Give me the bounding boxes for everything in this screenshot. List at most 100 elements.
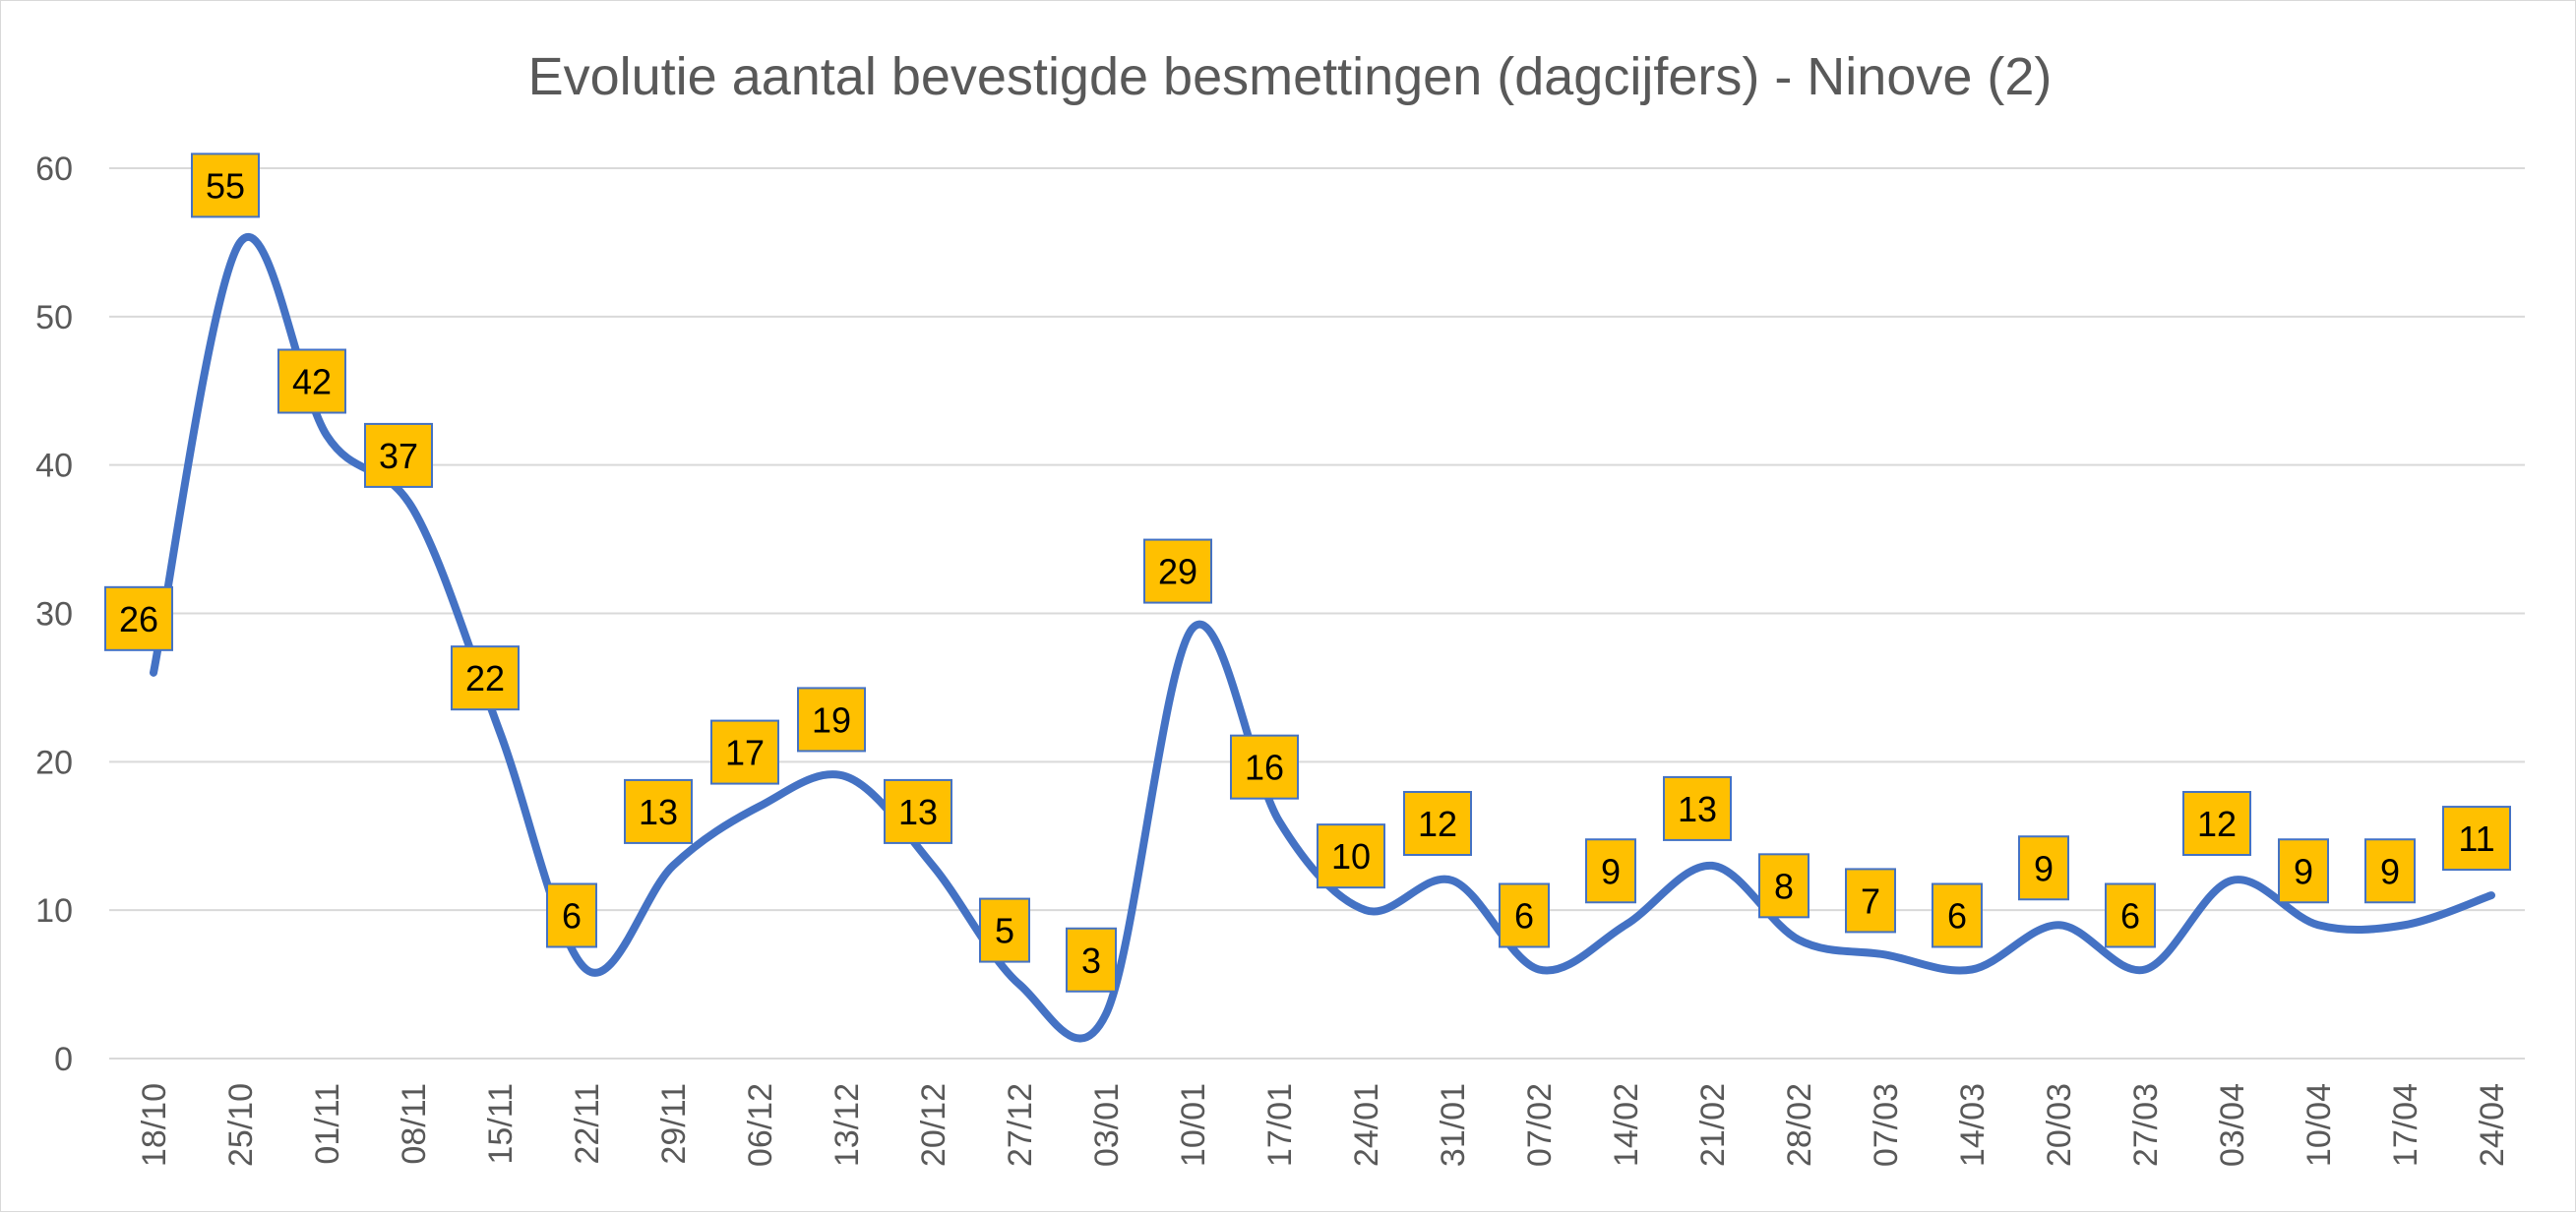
data-label-value: 7 — [1861, 880, 1880, 921]
data-label-box — [2105, 882, 2156, 948]
x-tick-label: 17/01 — [1261, 1083, 1299, 1167]
data-label-box — [624, 778, 693, 844]
data-label-box — [1499, 882, 1550, 948]
data-label-value: 37 — [379, 436, 418, 476]
x-tick-label: 22/11 — [569, 1083, 606, 1165]
data-label: 10 — [1317, 823, 1385, 889]
data-label-box — [2278, 838, 2329, 904]
data-label: 6 — [1499, 882, 1550, 948]
data-label-value: 6 — [1514, 896, 1534, 937]
data-label-value: 11 — [2458, 819, 2494, 859]
data-label-box — [104, 585, 173, 651]
data-label-value: 8 — [1774, 866, 1794, 906]
data-label-value: 12 — [1418, 804, 1457, 844]
x-tick-label: 14/03 — [1954, 1083, 1992, 1167]
data-label: 22 — [451, 645, 520, 711]
y-tick-label: 50 — [35, 299, 73, 336]
data-label-value: 29 — [1158, 552, 1197, 592]
y-tick-label: 60 — [35, 151, 73, 188]
data-label-value: 9 — [2294, 851, 2313, 891]
data-label-box — [1663, 775, 1732, 841]
data-label-value: 26 — [119, 599, 158, 639]
data-label: 7 — [1845, 868, 1896, 934]
data-label: 42 — [277, 348, 346, 414]
y-axis-ticks: 0 10 20 30 40 50 60 — [35, 151, 73, 1078]
data-label: 11 — [2442, 806, 2511, 872]
x-tick-label: 03/04 — [2214, 1083, 2251, 1167]
y-tick-label: 20 — [35, 744, 73, 781]
data-label: 19 — [797, 687, 866, 753]
x-tick-label: 01/11 — [309, 1083, 346, 1165]
data-label: 6 — [1932, 882, 1983, 948]
data-label: 3 — [1066, 927, 1117, 993]
data-label: 5 — [979, 897, 1030, 963]
data-label: 17 — [710, 719, 779, 785]
data-label-value: 9 — [2034, 848, 2054, 888]
data-label: 13 — [624, 778, 693, 844]
data-label: 8 — [1758, 853, 1809, 919]
data-label: 9 — [2278, 838, 2329, 904]
data-label-box — [884, 778, 952, 844]
x-tick-label: 28/02 — [1781, 1083, 1818, 1167]
data-label-box — [710, 719, 779, 785]
data-label: 55 — [191, 152, 260, 218]
data-label-value: 13 — [1678, 789, 1717, 829]
chart-title: Evolutie aantal bevestigde besmettingen … — [528, 47, 2053, 106]
data-label-box — [1932, 882, 1983, 948]
data-label: 12 — [2182, 791, 2251, 856]
x-tick-label: 06/12 — [742, 1083, 779, 1167]
x-tick-label: 13/12 — [828, 1083, 866, 1167]
x-tick-label: 20/12 — [915, 1083, 952, 1167]
data-label-box — [1066, 927, 1117, 993]
data-label-box — [1758, 853, 1809, 919]
y-tick-label: 30 — [35, 596, 73, 634]
data-label-box — [2442, 806, 2511, 872]
data-label: 9 — [2364, 838, 2416, 904]
data-label-value: 13 — [898, 792, 938, 832]
data-label: 16 — [1230, 734, 1299, 800]
data-label-value: 17 — [725, 733, 765, 773]
data-label: 9 — [1585, 838, 1636, 904]
data-label: 13 — [1663, 775, 1732, 841]
data-label-box — [277, 348, 346, 414]
data-label-value: 13 — [639, 792, 678, 832]
data-label: 37 — [364, 422, 433, 488]
x-tick-label: 27/12 — [1002, 1083, 1039, 1167]
x-tick-label: 07/03 — [1868, 1083, 1905, 1167]
x-tick-label: 20/03 — [2041, 1083, 2078, 1167]
x-axis-ticks: 18/10 25/10 01/11 08/11 15/11 22/11 29/11 06/12… — [136, 1083, 2511, 1167]
data-label-box — [2018, 835, 2069, 901]
gridlines — [109, 167, 2525, 1060]
data-label-box — [1317, 823, 1385, 889]
data-labels: 26 55 42 37 22 6 13 17 19 13 5 3 29 16 10 12 6 9 13 8 7 6 9 6 12… — [104, 152, 2511, 993]
data-label: 6 — [546, 882, 597, 948]
data-label-value: 19 — [812, 699, 851, 740]
data-label-box — [2182, 791, 2251, 856]
data-label-value: 55 — [206, 165, 245, 206]
data-label-value: 22 — [465, 658, 505, 698]
data-label: 26 — [104, 585, 173, 651]
x-tick-label: 18/10 — [136, 1083, 173, 1167]
data-label-box — [1585, 838, 1636, 904]
data-label-box — [1403, 791, 1472, 856]
data-label-value: 9 — [2380, 851, 2400, 891]
data-label-box — [979, 897, 1030, 963]
x-tick-label: 25/10 — [222, 1083, 260, 1167]
data-label-box — [797, 687, 866, 753]
data-label-box — [1143, 538, 1212, 604]
data-label-box — [2364, 838, 2416, 904]
data-label: 12 — [1403, 791, 1472, 856]
data-label: 29 — [1143, 538, 1212, 604]
x-tick-label: 03/01 — [1088, 1083, 1126, 1167]
data-label-box — [191, 152, 260, 218]
x-tick-label: 31/01 — [1435, 1083, 1472, 1167]
data-label-box — [451, 645, 520, 711]
data-label-value: 6 — [1947, 896, 1967, 937]
data-label-value: 6 — [562, 896, 582, 937]
data-label-value: 10 — [1331, 836, 1371, 877]
data-label-value: 9 — [1601, 851, 1621, 891]
x-tick-label: 24/04 — [2474, 1083, 2511, 1167]
x-tick-label: 15/11 — [482, 1083, 520, 1165]
